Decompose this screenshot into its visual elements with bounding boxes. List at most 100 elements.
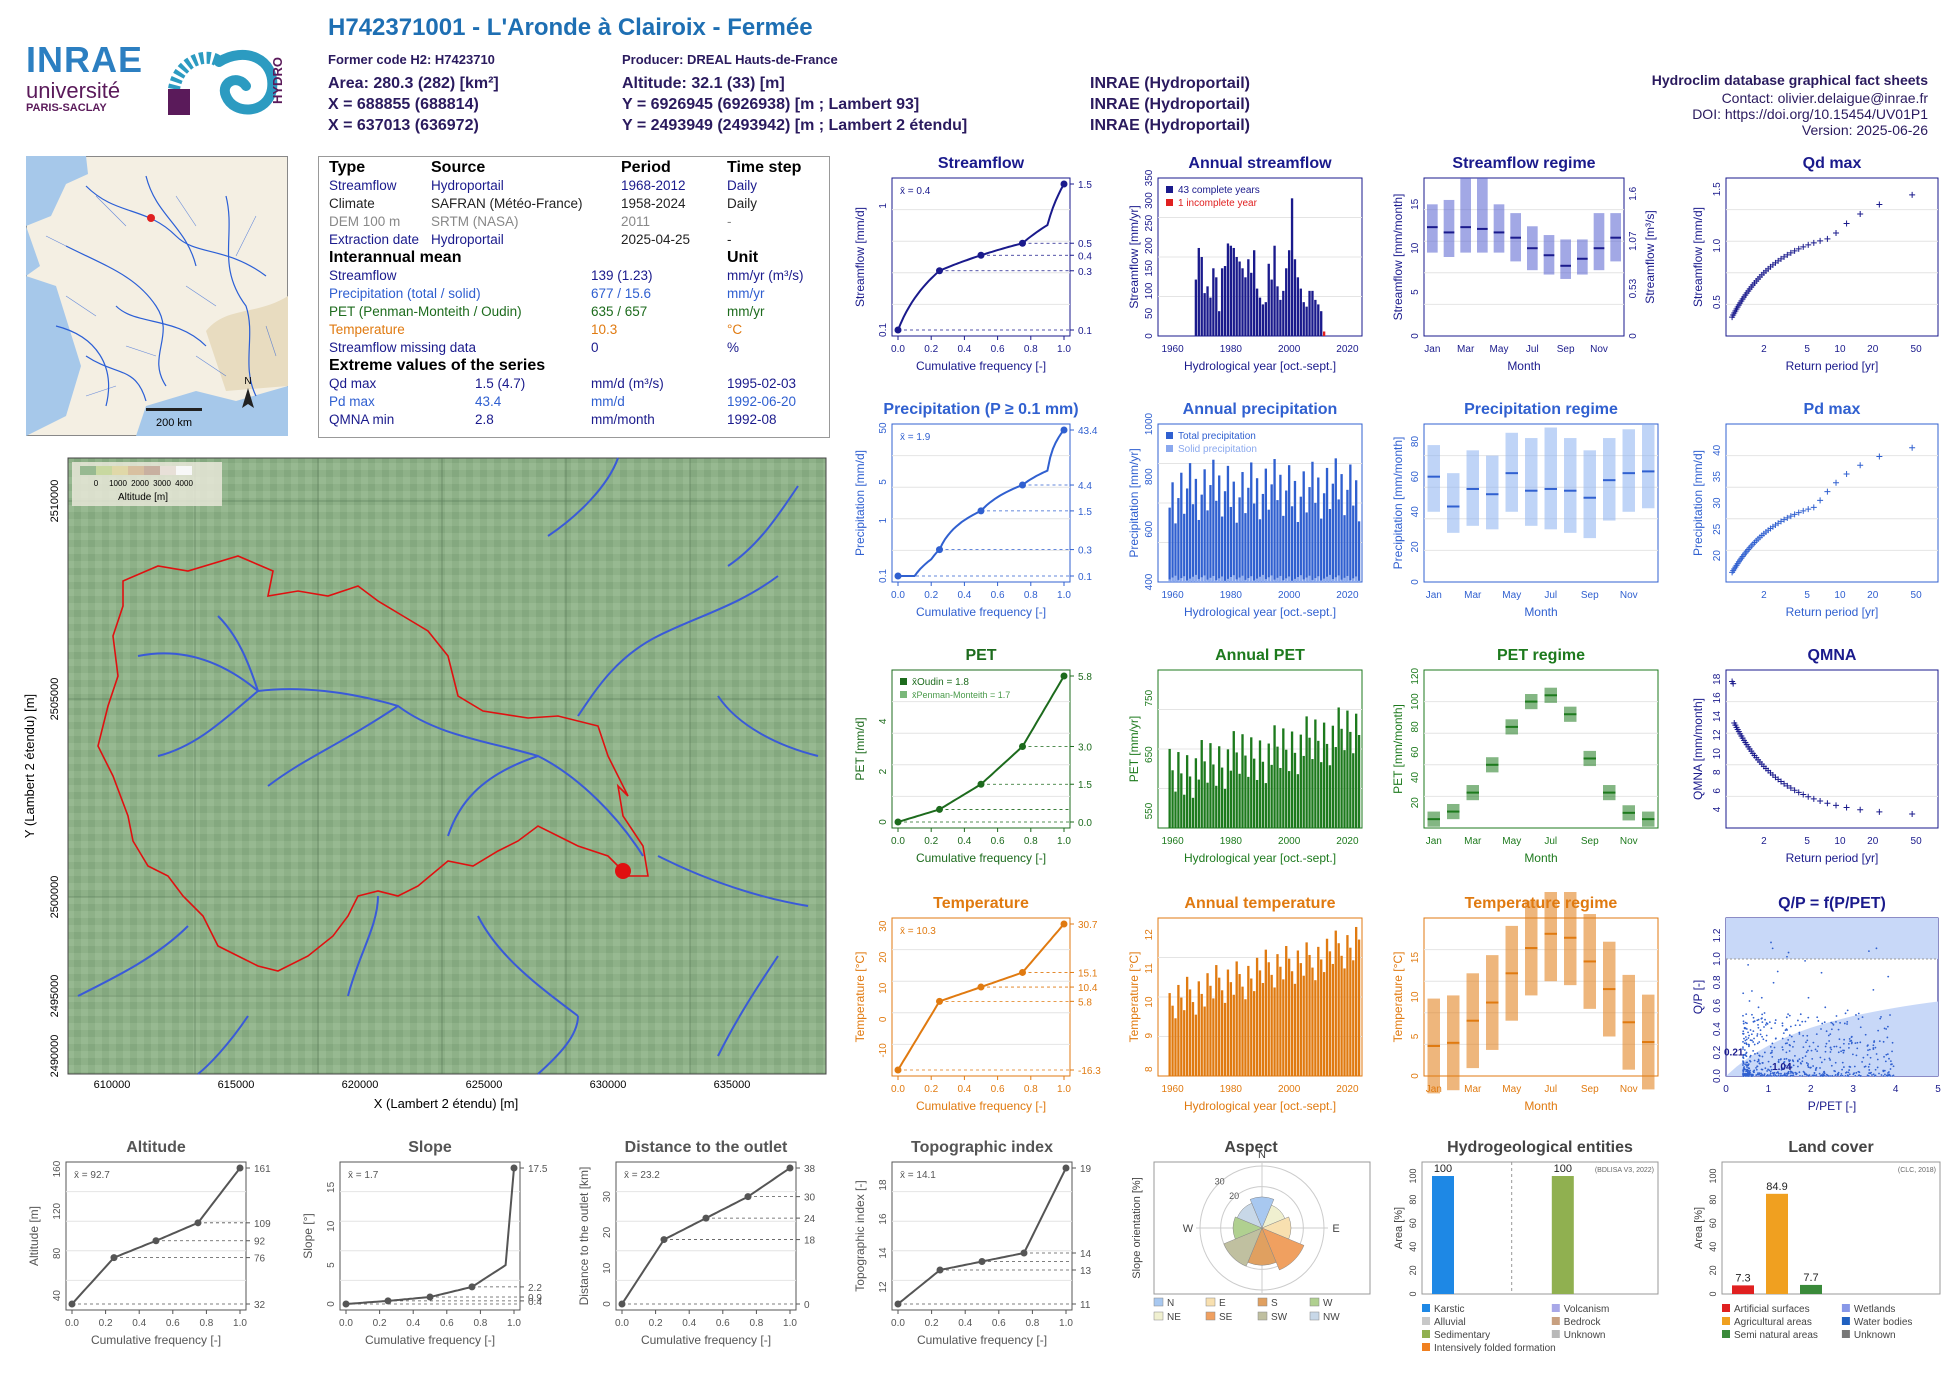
qp-point [1788,1065,1791,1068]
qp-point [1824,1006,1827,1009]
x-tick-label: May [1490,344,1509,355]
source-1: INRAE (Hydroportail) [1090,75,1250,92]
col-type: Type [329,159,366,176]
qp-point [1829,1046,1832,1049]
annual-bar [1261,982,1265,1076]
row-step: Daily [727,196,758,211]
qp-point [1875,947,1878,950]
y-axis-label: Precipitation [mm/month] [1391,437,1405,570]
x-tick-label: Sep [1581,1084,1599,1095]
solid-bar [1197,579,1200,582]
qp-point [1756,1065,1758,1068]
qp-point [1767,1060,1770,1063]
annual-bar [1273,459,1276,582]
qp-point [1891,1063,1893,1065]
y-tick-label: 160 [52,1160,63,1177]
annual-bar [1267,962,1270,1076]
return-point [1795,789,1802,796]
contact-link[interactable]: Contact: olivier.delaigue@inrae.fr [1721,90,1928,106]
qp-point [1742,1069,1744,1072]
x-tick-label: 5 [1804,344,1810,355]
value-label: 7.3 [1735,1272,1750,1284]
return-point [1817,798,1824,805]
x-tick-label: May [1502,1084,1521,1095]
quantile-point [1019,742,1026,750]
y-tick-label: 1.0 [1712,238,1723,252]
outlet-marker [615,863,631,879]
producer: Producer: DREAL Hauts-de-France [622,52,838,67]
x-tick-label: Sep [1581,590,1599,601]
plot-area [339,1161,521,1311]
qp-point [1820,971,1823,974]
qp-point [1847,1075,1850,1077]
annual-bar [1311,290,1314,336]
y-tick-label: -10 [878,1043,889,1058]
annual-bar [1314,299,1317,336]
qp-point [1803,1071,1806,1074]
qp-point [1742,1030,1745,1033]
qp-point [1745,1052,1748,1055]
qp-point [1854,1042,1857,1045]
annual-bar [1183,794,1186,828]
qp-point [1889,1014,1891,1016]
legend-swatch [1205,1297,1216,1307]
x-tick-label: Jan [1426,1084,1442,1095]
x-tick-label: 1980 [1220,344,1243,355]
qp-point [1885,1074,1888,1077]
qp-point [1850,1039,1853,1042]
solid-bar [1247,578,1250,582]
annual-bar [1287,771,1291,828]
x-tick-label: 1960 [1161,1084,1184,1095]
right-tick-label: -16.3 [1078,1066,1101,1077]
y-tick-label: 550 [1144,802,1155,819]
qp-point [1763,1051,1766,1054]
return-point [1833,802,1840,809]
right-tick-label: 0.9 [528,1293,542,1304]
annual-bar [1267,743,1270,828]
annual-bar [1197,247,1200,336]
solid-bar [1314,578,1317,582]
regime-box [1525,438,1538,526]
annual-bar [1320,762,1323,828]
scale-label: 200 km [156,417,192,429]
return-point [1778,518,1785,525]
quantile-point [936,805,943,813]
qp-point [1799,1075,1801,1077]
doi-link[interactable]: DOI: https://doi.org/10.15454/UV01P1 [1692,106,1928,122]
annual-bar [1270,484,1273,582]
x-tick-label: Jan [1426,590,1442,601]
y-tick-label: 120 [1410,668,1421,685]
x-tick-label: 10 [1834,590,1846,601]
x-axis-label: Cumulative frequency [-] [916,605,1046,619]
y-axis-label: Precipitation [mm/d] [853,450,867,556]
qp-point [1786,955,1788,958]
return-point [1909,191,1916,198]
right-axis-label: Streamflow [m³/s] [1643,210,1657,303]
qp-point [1857,1012,1860,1015]
qp-point [1750,1033,1753,1036]
area-value: Area: 280.3 (282) [km²] [328,75,499,92]
qp-point [1765,1074,1768,1077]
extreme-date: 1992-08 [727,412,777,427]
annual-bar [1223,1002,1227,1076]
chart-title: Streamflow [938,155,1025,172]
regime-box [1460,178,1471,253]
category-bar [1551,1176,1574,1294]
qp-point [1758,1072,1761,1075]
extreme-value: 1.5 (4.7) [475,376,526,391]
annual-bar [1328,765,1332,828]
legend-swatch [1422,1317,1430,1325]
qp-point [1779,1075,1782,1077]
y-tick-label: 4 [878,718,889,724]
annual-bar [1267,509,1270,582]
right-tick-label: 32 [254,1300,266,1311]
rose-sector [1223,1227,1263,1267]
annual-bar [1200,993,1203,1076]
row-period: 1958-2024 [621,196,686,211]
mean-label: Streamflow missing data [329,340,477,355]
regime-box [1564,438,1577,533]
qp-point [1745,1064,1748,1067]
row-period: 2025-04-25 [621,232,691,247]
right-tick-label: 1.5 [1078,780,1092,791]
return-point [1795,509,1802,516]
